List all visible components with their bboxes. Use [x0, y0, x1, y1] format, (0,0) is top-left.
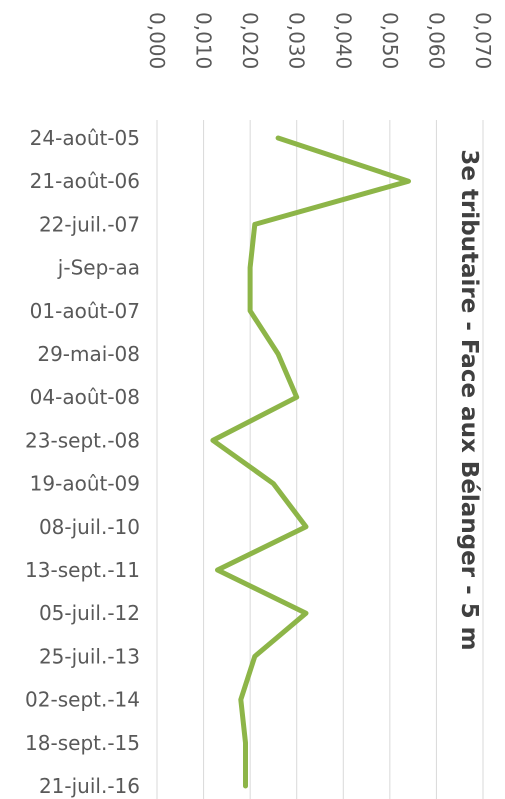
category-tick-label: 25-juil.-13: [39, 644, 140, 668]
category-tick-label: 13-sept.-11: [25, 558, 140, 582]
series-line: [210, 135, 411, 789]
category-tick-label: 23-sept.-08: [25, 428, 140, 452]
gridlines: [156, 120, 484, 799]
category-tick-label: 21-juil.-16: [39, 774, 140, 798]
value-tick-label: 0,000: [145, 12, 169, 69]
value-tick-label: 0,030: [285, 12, 309, 69]
category-axis-ticks: 24-août-05 21-août-06 22-juil.-07 j-Sep-aa 0…: [25, 126, 140, 798]
value-tick-label: 0,060: [424, 12, 448, 69]
chart-title: 3e tributaire - Face aux Bélanger - 5 m: [456, 149, 482, 650]
value-tick-label: 0,070: [471, 12, 495, 69]
category-tick-label: j-Sep-aa: [57, 256, 140, 280]
value-axis-ticks: 0,000 0,010 0,020 0,030 0,040 0,050 0,060 0,070: [145, 12, 495, 69]
category-tick-label: 05-juil.-12: [39, 601, 140, 625]
category-tick-label: 02-sept.-14: [25, 688, 140, 712]
value-tick-label: 0,020: [238, 12, 262, 69]
value-tick-label: 0,010: [192, 12, 216, 69]
category-tick-label: 19-août-09: [30, 472, 140, 496]
category-tick-label: 08-juil.-10: [39, 515, 140, 539]
category-tick-label: 21-août-06: [30, 169, 140, 193]
category-tick-label: 24-août-05: [30, 126, 140, 150]
value-tick-label: 0,050: [378, 12, 402, 69]
category-tick-label: 01-août-07: [30, 299, 140, 323]
category-tick-label: 22-juil.-07: [39, 212, 140, 236]
value-tick-label: 0,040: [331, 12, 355, 69]
category-tick-label: 04-août-08: [30, 385, 140, 409]
category-tick-label: 29-mai-08: [37, 342, 140, 366]
category-tick-label: 18-sept.-15: [25, 731, 140, 755]
